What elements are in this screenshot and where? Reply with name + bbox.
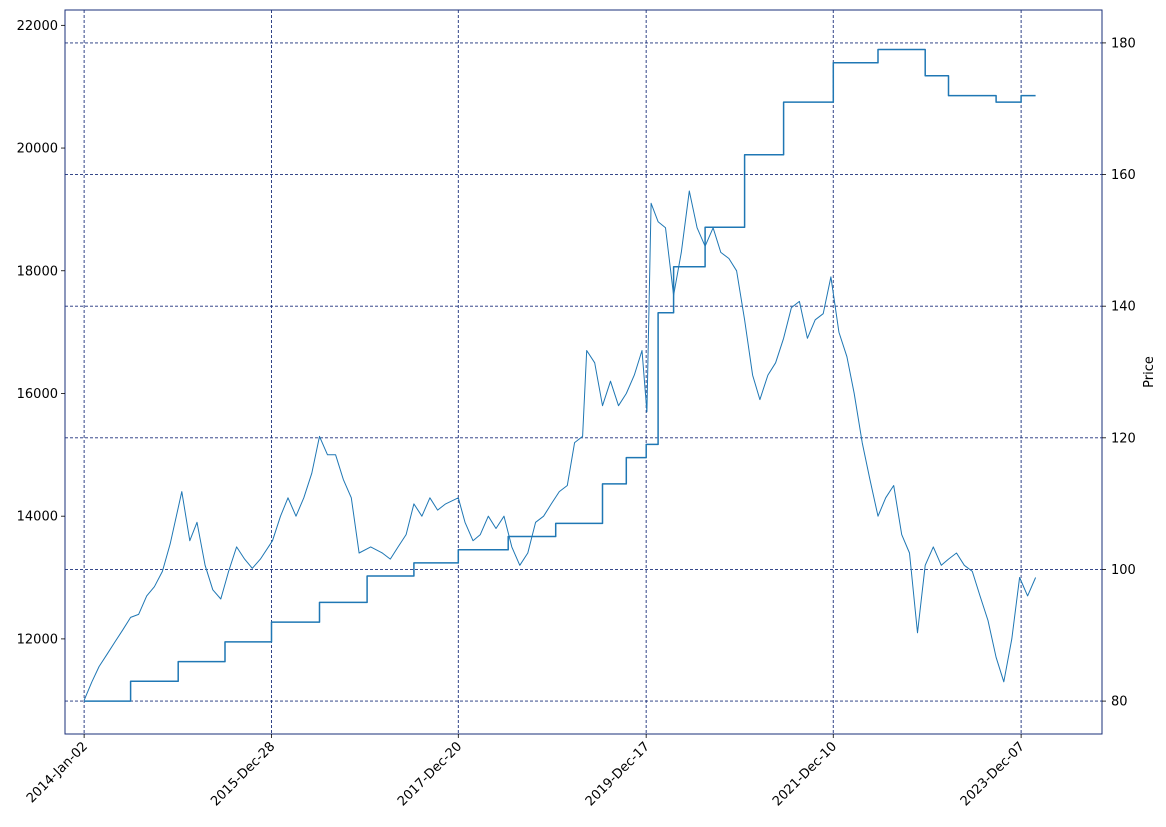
x-tick-label: 2023-Dec-07 <box>958 739 1028 809</box>
right-axis-series-line <box>84 48 1036 702</box>
x-tick-label: 2014-Jan-02 <box>24 739 91 806</box>
left-y-tick-label: 22000 <box>17 19 58 34</box>
left-y-tick-label: 14000 <box>17 510 58 525</box>
right-y-tick-label: 120 <box>1111 431 1136 446</box>
axes: 2014-Jan-02 2015-Dec-28 2017-Dec-20 2019-De… <box>17 19 1136 810</box>
right-y-tick-label: 100 <box>1111 563 1136 578</box>
x-tick-label: 2015-Dec-28 <box>208 739 278 809</box>
right-y-tick-label: 140 <box>1111 300 1136 315</box>
right-y-tick-label: 180 <box>1111 36 1136 51</box>
right-y-tick-label: 160 <box>1111 168 1136 183</box>
left-y-tick-label: 16000 <box>17 387 58 402</box>
x-tick-label: 2017-Dec-20 <box>395 739 465 809</box>
left-y-tick-label: 18000 <box>17 264 58 279</box>
right-y-tick-label: 80 <box>1111 695 1128 710</box>
right-y-axis-label: Price <box>1142 356 1157 388</box>
x-tick-label: 2021-Dec-10 <box>770 739 840 809</box>
plot-frame <box>64 9 1103 735</box>
series-lines <box>83 48 1037 702</box>
x-tick-label: 2019-Dec-17 <box>583 739 653 809</box>
left-axis-series-line <box>83 190 1037 701</box>
grid-lines <box>65 10 1102 734</box>
left-y-tick-label: 12000 <box>17 632 58 647</box>
left-y-tick-label: 20000 <box>17 142 58 157</box>
